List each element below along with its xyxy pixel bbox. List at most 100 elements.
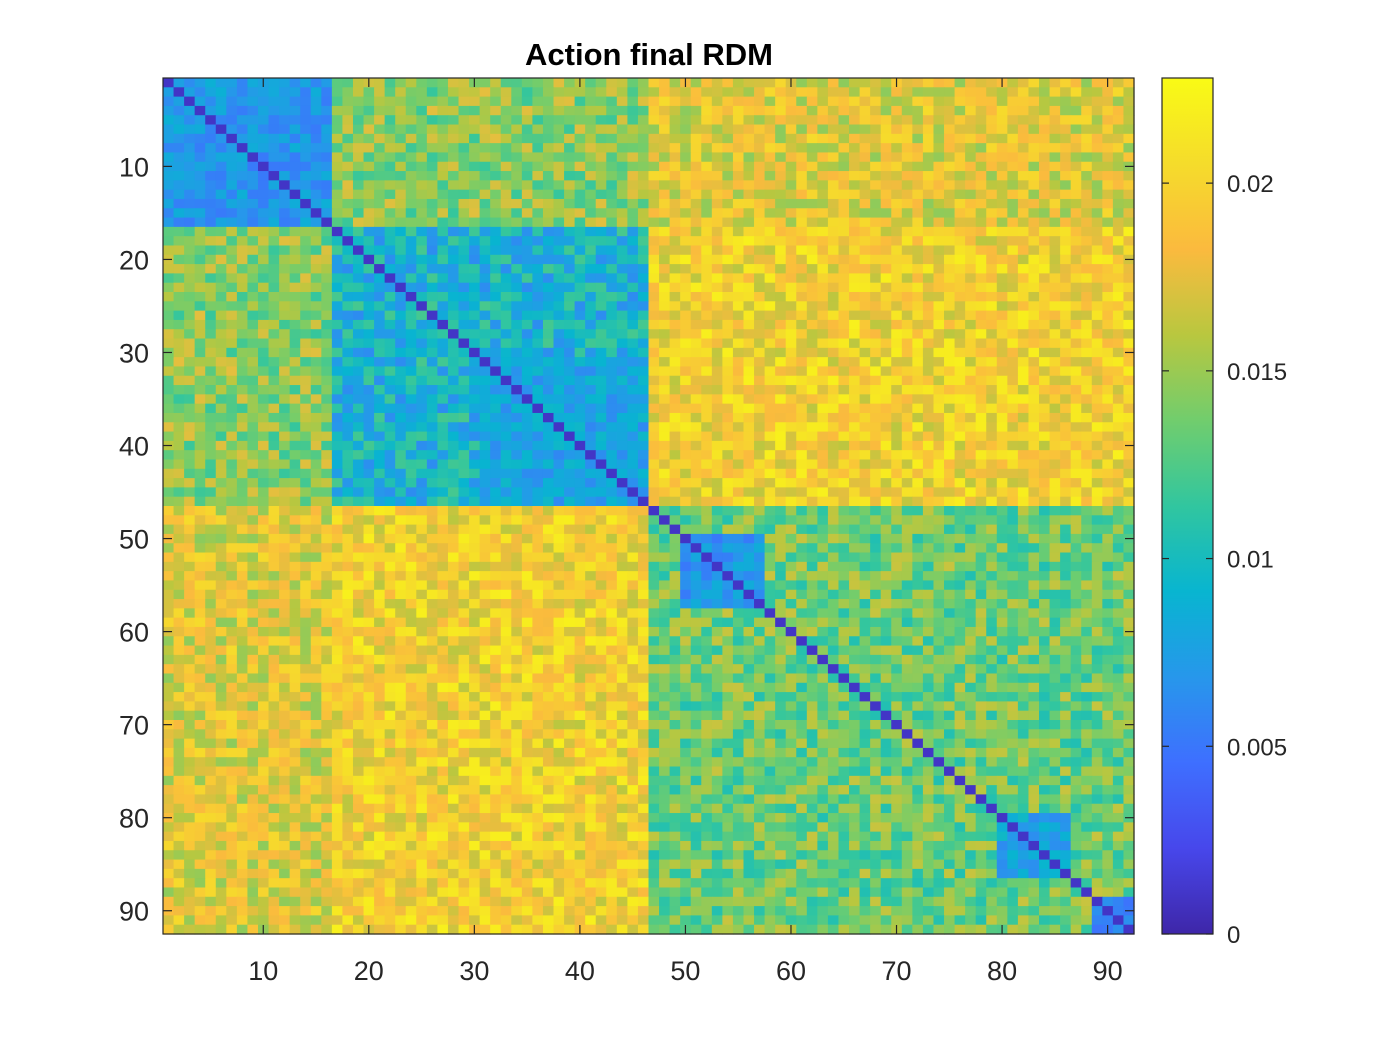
- heatmap-cell: [163, 78, 175, 88]
- heatmap-cell: [1049, 254, 1061, 265]
- heatmap-cell: [711, 468, 723, 479]
- heatmap-cell: [437, 189, 449, 200]
- heatmap-cell: [532, 552, 544, 563]
- heatmap-cell: [542, 571, 555, 582]
- heatmap-cell: [1112, 292, 1125, 302]
- heatmap-cell: [1028, 571, 1040, 582]
- heatmap-cell: [236, 245, 249, 256]
- heatmap-cell: [764, 115, 776, 126]
- heatmap-cell: [669, 273, 681, 284]
- heatmap-cell: [986, 561, 998, 572]
- heatmap-cell: [173, 478, 185, 488]
- heatmap-cell: [690, 385, 702, 395]
- heatmap-cell: [648, 338, 660, 349]
- heatmap-cell: [965, 217, 977, 228]
- heatmap-cell: [300, 412, 312, 423]
- heatmap-cell: [268, 133, 280, 144]
- heatmap-cell: [1060, 533, 1072, 544]
- heatmap-cell: [173, 543, 185, 554]
- heatmap-cell: [585, 412, 597, 423]
- heatmap-cell: [331, 133, 344, 144]
- heatmap-cell: [912, 347, 924, 358]
- heatmap-cell: [616, 180, 628, 191]
- heatmap-cell: [226, 366, 238, 377]
- heatmap-cell: [965, 105, 977, 116]
- heatmap-cell: [764, 515, 776, 526]
- heatmap-cell: [1060, 319, 1072, 330]
- heatmap-cell: [247, 496, 259, 507]
- heatmap-cell: [891, 561, 903, 572]
- heatmap-cell: [236, 171, 249, 181]
- heatmap-cell: [236, 450, 249, 461]
- heatmap-cell: [1123, 459, 1135, 470]
- heatmap-cell: [532, 292, 544, 302]
- heatmap-cell: [511, 487, 523, 498]
- heatmap-cell: [838, 366, 850, 377]
- heatmap-cell: [184, 347, 196, 358]
- heatmap-cell: [701, 133, 713, 144]
- heatmap-cell: [637, 78, 650, 88]
- heatmap-cell: [236, 124, 249, 135]
- heatmap-cell: [205, 124, 217, 135]
- heatmap-cell: [785, 217, 797, 228]
- heatmap-cell: [785, 329, 797, 340]
- heatmap-cell: [426, 208, 439, 219]
- heatmap-cell: [722, 487, 734, 498]
- heatmap-cell: [1060, 87, 1072, 98]
- heatmap-cell: [817, 552, 829, 563]
- heatmap-cell: [1112, 96, 1125, 107]
- heatmap-cell: [659, 533, 671, 544]
- heatmap-cell: [986, 208, 998, 219]
- heatmap-cell: [416, 133, 428, 144]
- heatmap-cell: [279, 515, 291, 526]
- heatmap-cell: [669, 282, 681, 293]
- heatmap-cell: [469, 301, 481, 312]
- heatmap-cell: [205, 394, 217, 405]
- heatmap-cell: [226, 282, 238, 293]
- heatmap-cell: [215, 143, 227, 154]
- heatmap-cell: [796, 478, 808, 488]
- heatmap-cell: [637, 105, 650, 116]
- heatmap-cell: [352, 180, 365, 191]
- heatmap-cell: [722, 431, 734, 442]
- heatmap-cell: [701, 208, 713, 219]
- heatmap-cell: [194, 264, 206, 274]
- heatmap-cell: [775, 450, 787, 461]
- heatmap-cell: [395, 338, 407, 349]
- heatmap-cell: [922, 292, 935, 302]
- heatmap-cell: [173, 422, 185, 433]
- heatmap-cell: [321, 450, 333, 461]
- heatmap-cell: [405, 152, 417, 163]
- heatmap-cell: [257, 347, 270, 358]
- heatmap-cell: [205, 357, 217, 368]
- heatmap-cell: [817, 78, 829, 88]
- heatmap-cell: [1060, 152, 1072, 163]
- heatmap-cell: [954, 571, 966, 582]
- heatmap-cell: [247, 180, 259, 191]
- heatmap-cell: [363, 198, 375, 209]
- heatmap-cell: [595, 161, 607, 172]
- heatmap-cell: [616, 385, 628, 395]
- heatmap-cell: [975, 431, 987, 442]
- heatmap-cell: [1039, 236, 1051, 247]
- heatmap-cell: [363, 143, 375, 154]
- heatmap-cell: [637, 329, 650, 340]
- heatmap-cell: [1049, 189, 1061, 200]
- heatmap-cell: [257, 561, 270, 572]
- heatmap-cell: [1028, 468, 1040, 479]
- heatmap-cell: [806, 459, 818, 470]
- heatmap-cell: [310, 571, 322, 582]
- heatmap-cell: [321, 515, 333, 526]
- heatmap-cell: [342, 561, 354, 572]
- heatmap-cell: [236, 217, 249, 228]
- heatmap-cell: [722, 366, 734, 377]
- heatmap-cell: [268, 329, 280, 340]
- heatmap-cell: [395, 301, 407, 312]
- heatmap-cell: [648, 533, 660, 544]
- heatmap-cell: [817, 329, 829, 340]
- heatmap-cell: [680, 236, 692, 247]
- heatmap-cell: [838, 487, 850, 498]
- heatmap-cell: [965, 515, 977, 526]
- heatmap-cell: [659, 394, 671, 405]
- heatmap-cell: [711, 301, 723, 312]
